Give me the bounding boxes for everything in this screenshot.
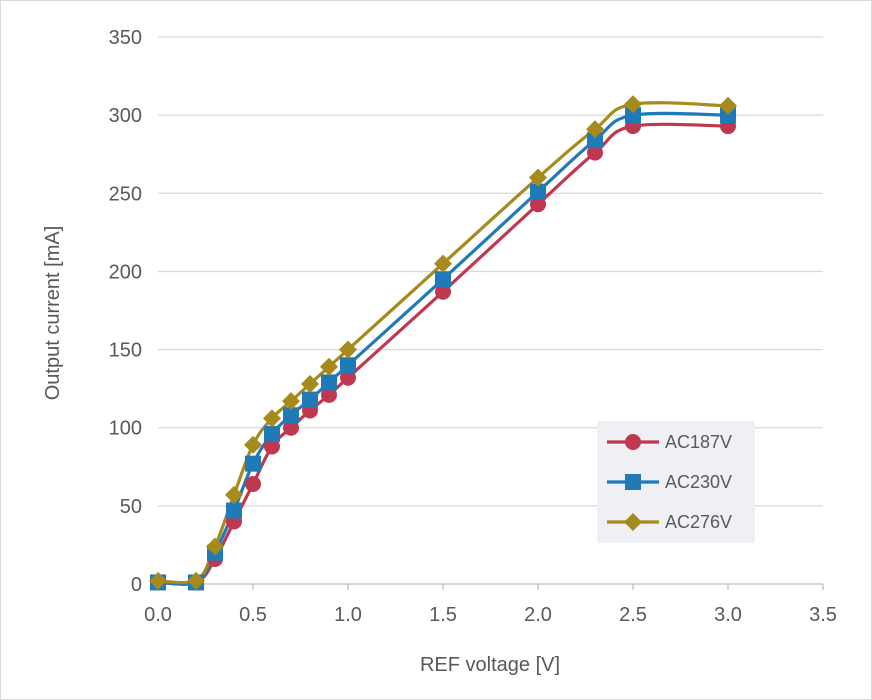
legend-label: AC276V bbox=[665, 512, 732, 532]
y-tick-label: 250 bbox=[109, 183, 142, 205]
x-tick-label: 1.5 bbox=[429, 604, 457, 626]
data-point-diamond bbox=[624, 513, 642, 531]
data-point-square bbox=[226, 502, 242, 519]
x-axis-title: REF voltage [V] bbox=[420, 654, 560, 676]
data-point-diamond bbox=[225, 485, 243, 504]
legend-label: AC230V bbox=[665, 472, 732, 492]
data-point-square bbox=[283, 407, 299, 424]
data-point-square bbox=[587, 132, 603, 149]
tick-labels: 0 50 100 150 200 250 300 350 0.0 0.5 1.0 1.5 2.0 2.5 3… bbox=[109, 27, 837, 626]
data-point-circle bbox=[625, 434, 641, 450]
data-point-diamond bbox=[282, 392, 300, 411]
x-tick-label: 3.5 bbox=[809, 604, 837, 626]
legend-label: AC187V bbox=[665, 432, 732, 452]
data-point-circle bbox=[435, 283, 451, 300]
series-line-ac187v bbox=[157, 122, 729, 586]
data-point-square bbox=[530, 183, 546, 200]
data-point-circle bbox=[340, 369, 356, 386]
data-point-diamond bbox=[719, 96, 737, 115]
data-point-diamond bbox=[263, 409, 281, 428]
x-tick-label: 2.5 bbox=[619, 604, 647, 626]
axes bbox=[157, 583, 824, 590]
x-tick-label: 1.0 bbox=[334, 604, 362, 626]
x-tick-label: 2.0 bbox=[524, 604, 552, 626]
data-point-diamond bbox=[586, 120, 604, 139]
x-tick-label: 0.0 bbox=[144, 604, 172, 626]
data-point-square bbox=[720, 107, 736, 124]
y-tick-label: 0 bbox=[131, 574, 142, 596]
data-point-square bbox=[264, 425, 280, 442]
series-lines bbox=[157, 101, 729, 586]
y-axis-title: Output current [mA] bbox=[42, 226, 64, 401]
data-point-diamond bbox=[434, 254, 452, 273]
data-point-diamond bbox=[320, 357, 338, 376]
x-tick-label: 0.5 bbox=[239, 604, 267, 626]
data-point-square bbox=[340, 357, 356, 374]
data-point-square bbox=[321, 374, 337, 391]
data-point-diamond bbox=[244, 435, 262, 454]
data-point-circle bbox=[530, 196, 546, 213]
data-point-diamond bbox=[301, 374, 319, 393]
data-point-diamond bbox=[187, 571, 205, 590]
data-point-square bbox=[625, 474, 641, 490]
x-tick-label: 3.0 bbox=[714, 604, 742, 626]
y-tick-label: 300 bbox=[109, 105, 142, 127]
data-point-square bbox=[302, 391, 318, 408]
data-point-square bbox=[245, 455, 261, 472]
y-tick-label: 200 bbox=[109, 261, 142, 283]
legend: AC187V AC230V AC276V bbox=[597, 421, 755, 543]
data-point-diamond bbox=[529, 168, 547, 187]
data-point-circle bbox=[264, 438, 280, 455]
data-point-diamond bbox=[339, 340, 357, 359]
data-point-circle bbox=[587, 144, 603, 161]
y-tick-label: 350 bbox=[109, 27, 142, 49]
y-tick-label: 100 bbox=[109, 418, 142, 440]
data-point-diamond bbox=[624, 95, 642, 114]
series-markers bbox=[149, 95, 737, 591]
data-point-circle bbox=[321, 386, 337, 403]
data-point-circle bbox=[245, 475, 261, 492]
y-tick-label: 150 bbox=[109, 340, 142, 362]
series-line-ac276v bbox=[157, 101, 729, 585]
y-tick-label: 50 bbox=[120, 496, 142, 518]
data-point-circle bbox=[283, 419, 299, 436]
data-point-diamond bbox=[149, 571, 167, 590]
series-line-ac230v bbox=[157, 111, 729, 586]
data-point-square bbox=[435, 271, 451, 288]
data-point-square bbox=[625, 107, 641, 124]
data-point-diamond bbox=[206, 537, 224, 556]
